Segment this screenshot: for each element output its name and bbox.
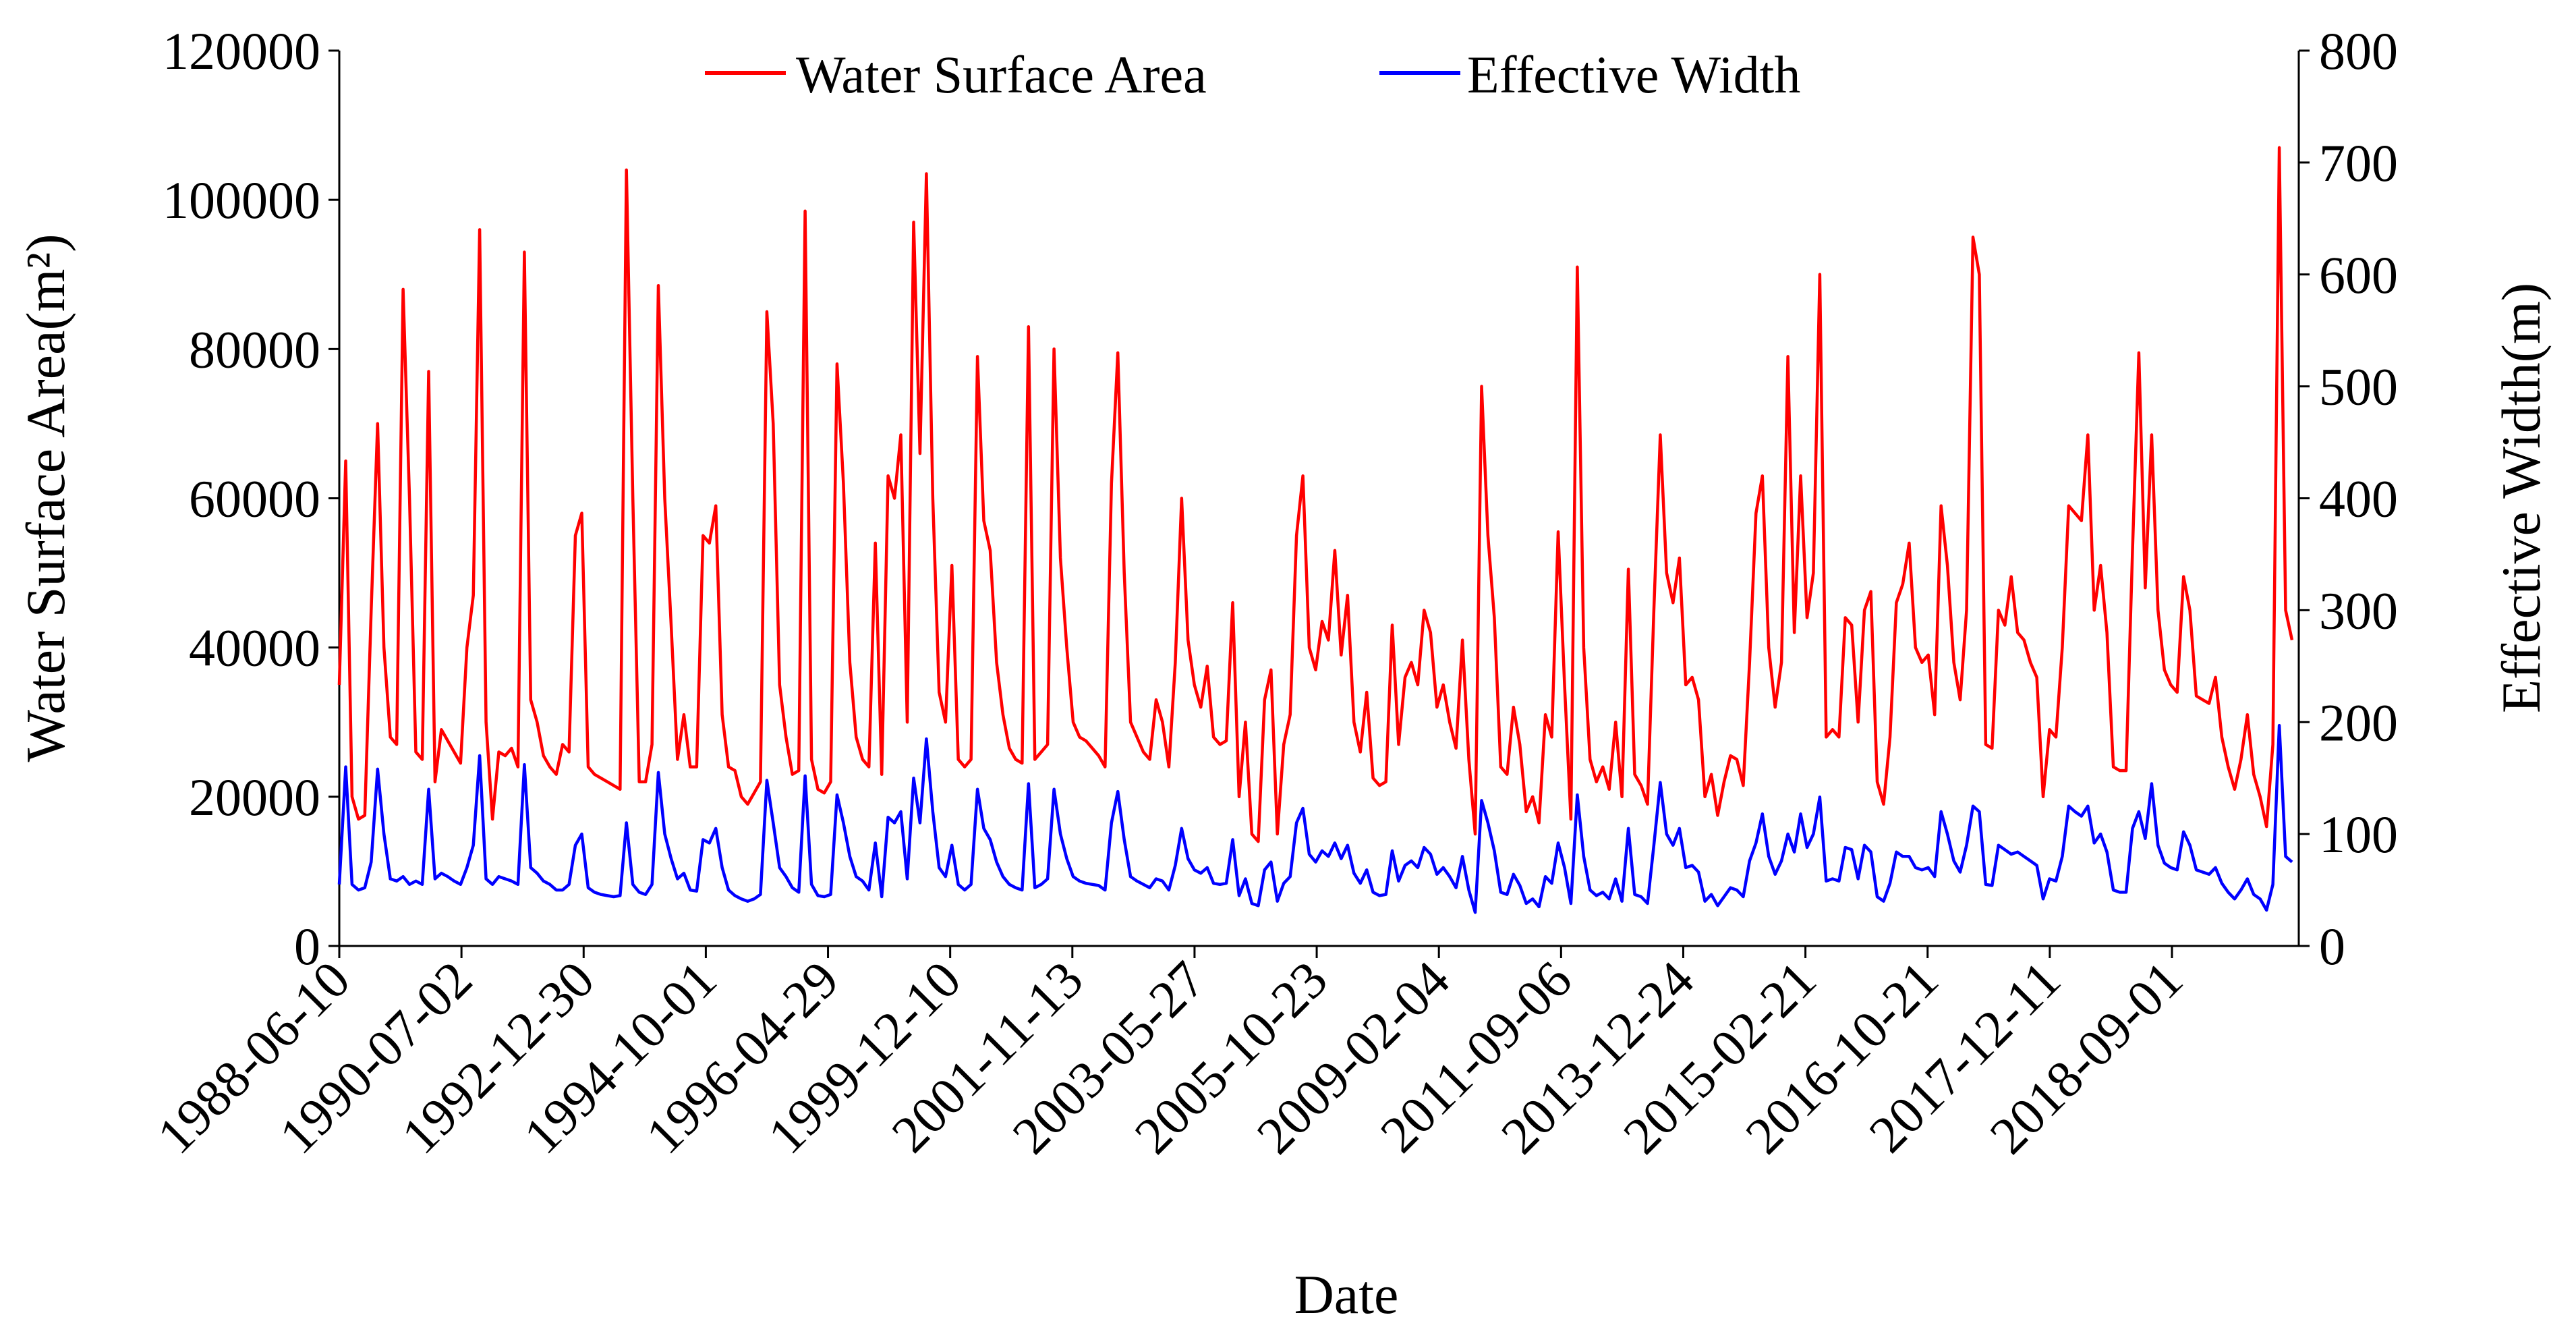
left-y-tick-label: 80000 [189, 320, 320, 379]
right-y-tick-label: 800 [2319, 22, 2398, 80]
left-y-tick-label: 100000 [163, 171, 320, 229]
left-y-tick-label: 120000 [163, 22, 320, 80]
x-axis-title: Date [1294, 1264, 1399, 1325]
x-axis-ticks: 1988-06-101990-07-021992-12-301994-10-01… [146, 946, 2194, 1165]
left-y-tick-label: 60000 [189, 470, 320, 528]
left-y-tick-label: 20000 [189, 768, 320, 827]
left-y-tick-label: 0 [294, 917, 320, 976]
y-axis-title-left: Water Surface Area(m²) [15, 234, 76, 762]
right-y-axis-ticks: 0 100 200 300 400 500 600 700 800 [2299, 22, 2398, 976]
right-y-tick-label: 400 [2319, 470, 2398, 528]
legend-label-effective-width: Effective Width [1467, 45, 1800, 104]
left-y-tick-label: 40000 [189, 619, 320, 677]
legend-label-water-surface-area: Water Surface Area [796, 45, 1207, 104]
y-axis-title-right: Effective Width(m) [2490, 283, 2552, 713]
right-y-tick-label: 700 [2319, 134, 2398, 192]
right-y-tick-label: 100 [2319, 805, 2398, 864]
left-y-axis-ticks: 0 20000 40000 60000 80000 100000 120000 [163, 22, 339, 976]
right-y-tick-label: 600 [2319, 246, 2398, 304]
series-line-water-surface-area [337, 146, 2294, 843]
series-line-effective-width [337, 723, 2293, 914]
right-y-tick-label: 300 [2319, 581, 2398, 640]
legend: Water Surface Area Effective Width [705, 45, 1800, 104]
right-y-tick-label: 500 [2319, 358, 2398, 416]
right-y-tick-label: 0 [2319, 917, 2345, 976]
series-layer [337, 146, 2294, 914]
right-y-tick-label: 200 [2319, 693, 2398, 752]
